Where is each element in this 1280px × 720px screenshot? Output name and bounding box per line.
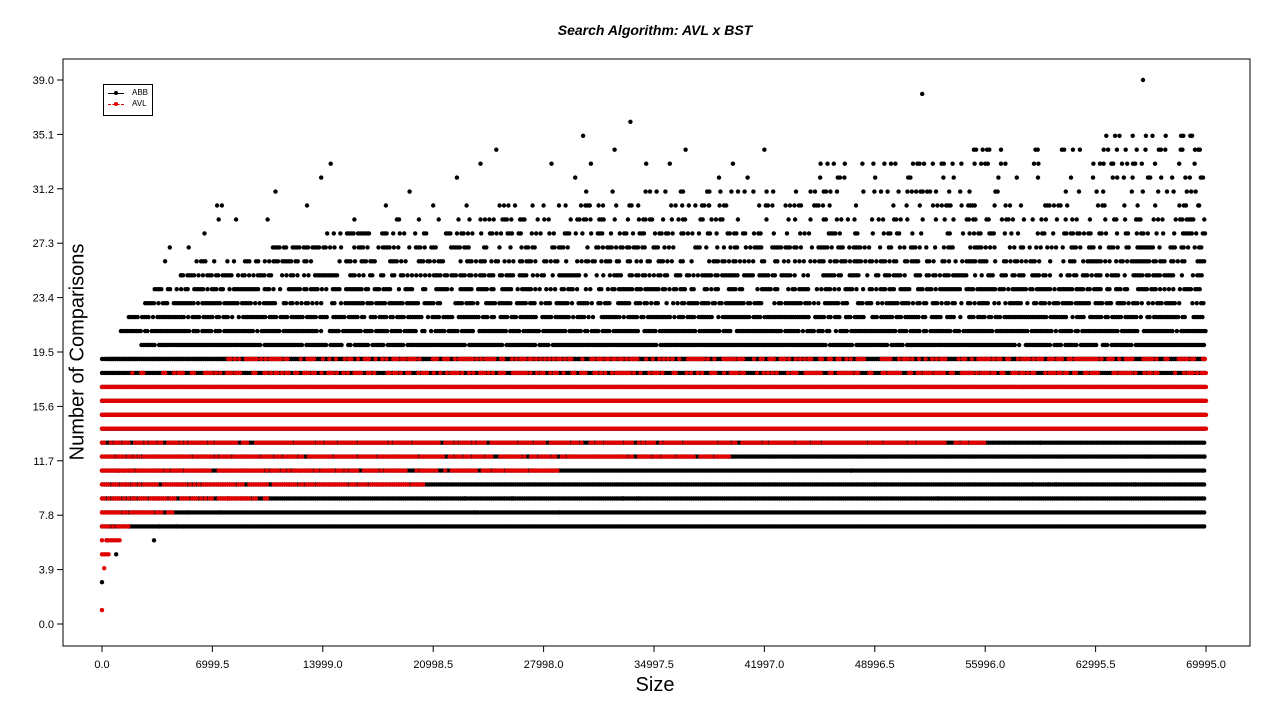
abb-point: [1202, 440, 1207, 445]
abb-point: [1202, 510, 1207, 515]
chart-title: Search Algorithm: AVL x BST: [557, 22, 753, 38]
abb-point: [1202, 468, 1207, 473]
abb-point: [1202, 482, 1207, 487]
abb-point: [1202, 524, 1207, 529]
abb-point: [1202, 496, 1207, 501]
abb-series: [99, 77, 1208, 585]
